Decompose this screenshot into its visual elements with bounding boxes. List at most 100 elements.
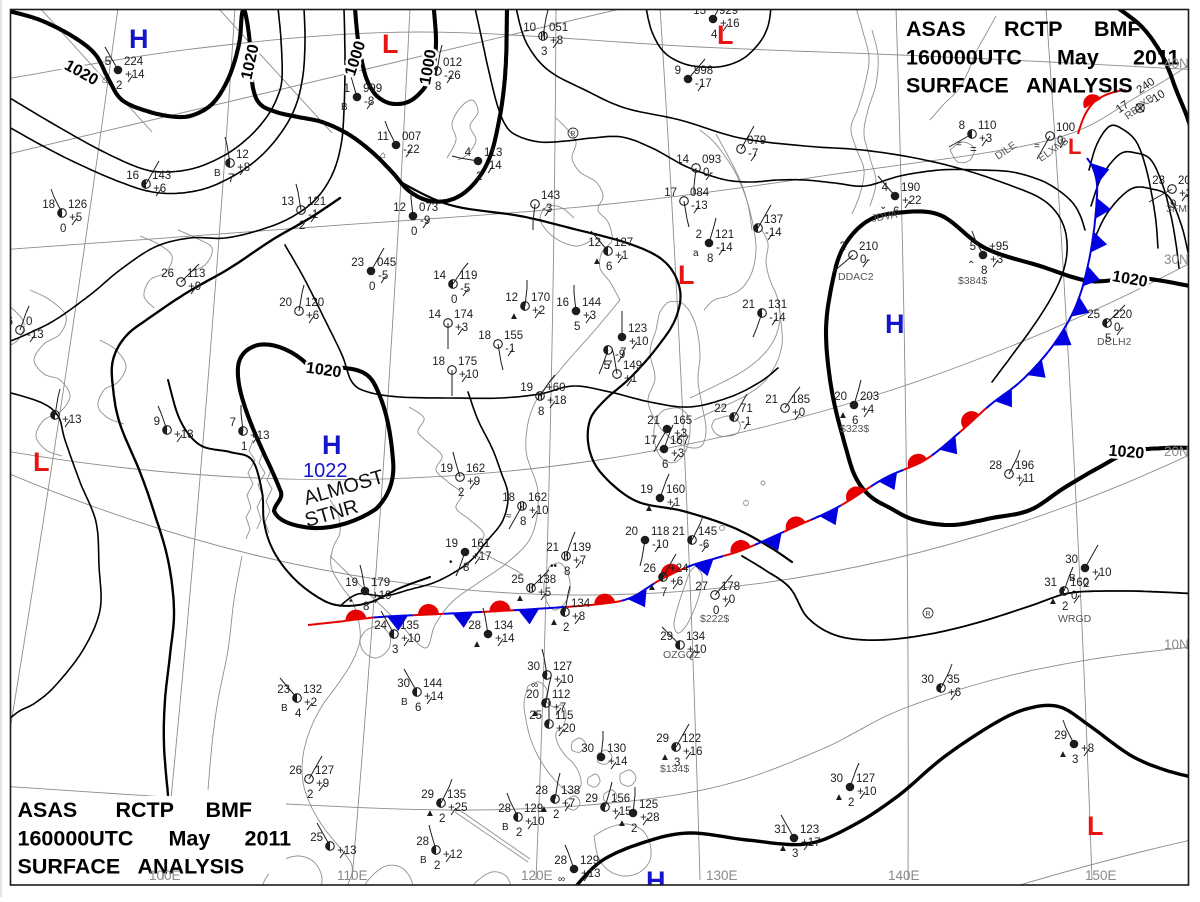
svg-text:162: 162 <box>528 492 547 504</box>
svg-text:2: 2 <box>458 487 464 499</box>
svg-text:+1: +1 <box>667 497 680 509</box>
svg-text:144: 144 <box>582 297 602 309</box>
svg-text:12: 12 <box>236 149 249 161</box>
svg-text:ASAS: ASAS <box>906 17 966 41</box>
svg-text:4: 4 <box>295 708 302 720</box>
svg-text:8: 8 <box>463 562 469 574</box>
svg-text:-8: -8 <box>364 96 374 108</box>
svg-text:127: 127 <box>315 765 334 777</box>
svg-text:5: 5 <box>574 321 580 333</box>
svg-text:113: 113 <box>484 147 502 159</box>
svg-text:L: L <box>717 20 734 50</box>
svg-text:R: R <box>570 131 575 138</box>
svg-text:134: 134 <box>571 598 591 610</box>
svg-text:20: 20 <box>625 526 638 538</box>
svg-text:L: L <box>1068 134 1081 159</box>
svg-text:71: 71 <box>740 403 753 415</box>
svg-text:2011: 2011 <box>245 826 292 850</box>
svg-text:-13: -13 <box>27 329 44 341</box>
svg-text:30: 30 <box>397 678 410 690</box>
svg-text:B: B <box>281 703 288 714</box>
svg-text:134: 134 <box>686 631 706 643</box>
svg-text:3: 3 <box>674 757 680 769</box>
svg-text:-22: -22 <box>403 144 420 156</box>
svg-text:051: 051 <box>549 22 568 34</box>
svg-text:+3: +3 <box>979 133 992 145</box>
svg-text:28: 28 <box>989 460 1002 472</box>
svg-text:2: 2 <box>434 860 440 872</box>
svg-text:143: 143 <box>541 190 560 202</box>
svg-text:160000UTC: 160000UTC <box>18 826 134 850</box>
svg-text:H: H <box>129 24 149 54</box>
svg-text:-3: -3 <box>542 203 552 215</box>
svg-text:+13: +13 <box>337 845 357 857</box>
svg-text:+10: +10 <box>401 633 421 645</box>
svg-text:138: 138 <box>561 785 580 797</box>
svg-text:2: 2 <box>840 241 846 253</box>
svg-text:131: 131 <box>768 299 787 311</box>
svg-text:29: 29 <box>656 733 669 745</box>
svg-text:0: 0 <box>26 316 32 328</box>
svg-text:12: 12 <box>393 202 406 214</box>
svg-text:+8: +8 <box>572 611 585 623</box>
svg-text:5: 5 <box>604 360 610 372</box>
svg-text:+9: +9 <box>188 281 201 293</box>
svg-text:+16: +16 <box>683 746 703 758</box>
svg-text:+9: +9 <box>316 778 329 790</box>
svg-text:B: B <box>1069 573 1076 584</box>
svg-text:+60: +60 <box>546 382 566 394</box>
svg-text:+7: +7 <box>562 798 575 810</box>
svg-text:7: 7 <box>228 173 234 185</box>
svg-text:May: May <box>169 826 211 850</box>
svg-text:=: = <box>956 139 962 150</box>
svg-text:079: 079 <box>747 135 766 147</box>
svg-text:H: H <box>646 866 666 896</box>
svg-text:220: 220 <box>1113 309 1132 321</box>
svg-text:0-: 0- <box>703 167 713 179</box>
svg-text:+10: +10 <box>857 786 877 798</box>
svg-text:11: 11 <box>377 131 389 143</box>
svg-text:+8: +8 <box>237 162 250 174</box>
svg-text:160: 160 <box>666 484 685 496</box>
svg-text:+16: +16 <box>720 18 740 30</box>
svg-text:19: 19 <box>520 382 533 394</box>
svg-text:L: L <box>1087 811 1104 841</box>
svg-text:127: 127 <box>614 237 633 249</box>
svg-text:+5: +5 <box>538 587 551 599</box>
svg-text:30: 30 <box>581 743 594 755</box>
svg-text:-7: -7 <box>748 148 758 160</box>
svg-text:⌂: ⌂ <box>380 150 386 161</box>
svg-text:+2: +2 <box>304 697 317 709</box>
svg-text:8: 8 <box>520 516 526 528</box>
svg-text:a: a <box>693 248 699 259</box>
svg-text:▲: ▲ <box>515 593 525 604</box>
svg-text:▲: ▲ <box>644 503 654 514</box>
svg-text:20: 20 <box>526 689 539 701</box>
svg-text:30N: 30N <box>1164 252 1189 267</box>
svg-text:7: 7 <box>606 360 612 372</box>
svg-text:28: 28 <box>535 785 548 797</box>
svg-text:174: 174 <box>454 309 474 321</box>
svg-text:▲: ▲ <box>549 617 559 628</box>
svg-text:24: 24 <box>374 620 387 632</box>
svg-text:▲: ▲ <box>647 582 657 593</box>
svg-text:8: 8 <box>981 265 987 277</box>
svg-text:OZGQZ: OZGQZ <box>663 649 701 661</box>
svg-text:16: 16 <box>126 170 139 182</box>
svg-text:100: 100 <box>1056 122 1075 134</box>
svg-text:⌂: ⌂ <box>102 75 108 86</box>
svg-text:3: 3 <box>1072 754 1078 766</box>
svg-text:=: = <box>970 144 977 156</box>
svg-text:29: 29 <box>1054 730 1067 742</box>
svg-text:⌄: ⌄ <box>879 201 887 212</box>
svg-text:145: 145 <box>698 526 717 538</box>
svg-text:▲: ▲ <box>1048 596 1058 607</box>
svg-text:25: 25 <box>529 710 542 722</box>
svg-text:7: 7 <box>620 347 626 359</box>
svg-text:143: 143 <box>152 170 171 182</box>
svg-text:2: 2 <box>1083 578 1089 590</box>
svg-text:+8: +8 <box>1081 743 1094 755</box>
svg-text:7: 7 <box>230 417 236 429</box>
svg-text:$222$: $222$ <box>700 613 729 625</box>
svg-text:••: •• <box>550 561 558 572</box>
